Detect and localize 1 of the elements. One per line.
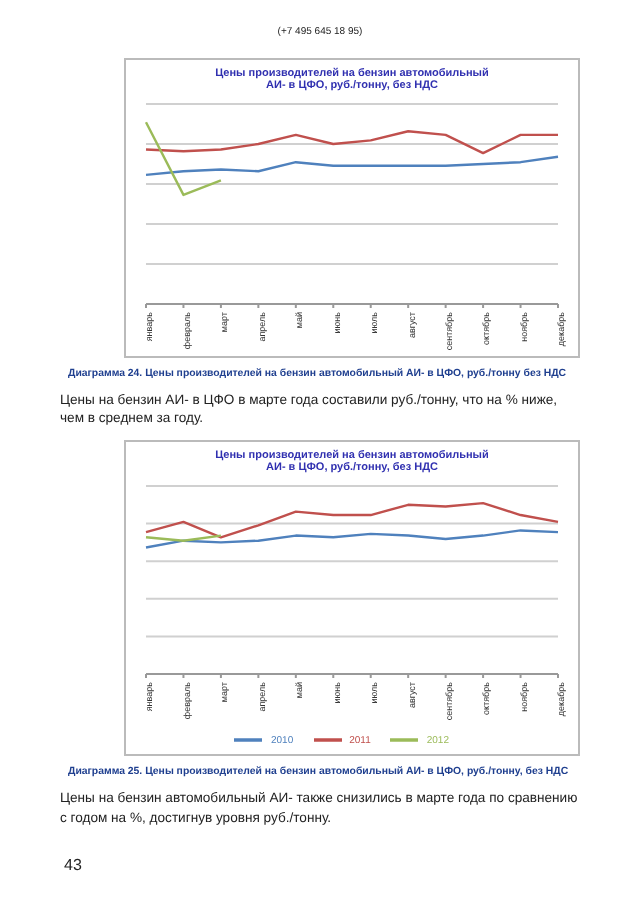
text: 43	[64, 855, 84, 874]
